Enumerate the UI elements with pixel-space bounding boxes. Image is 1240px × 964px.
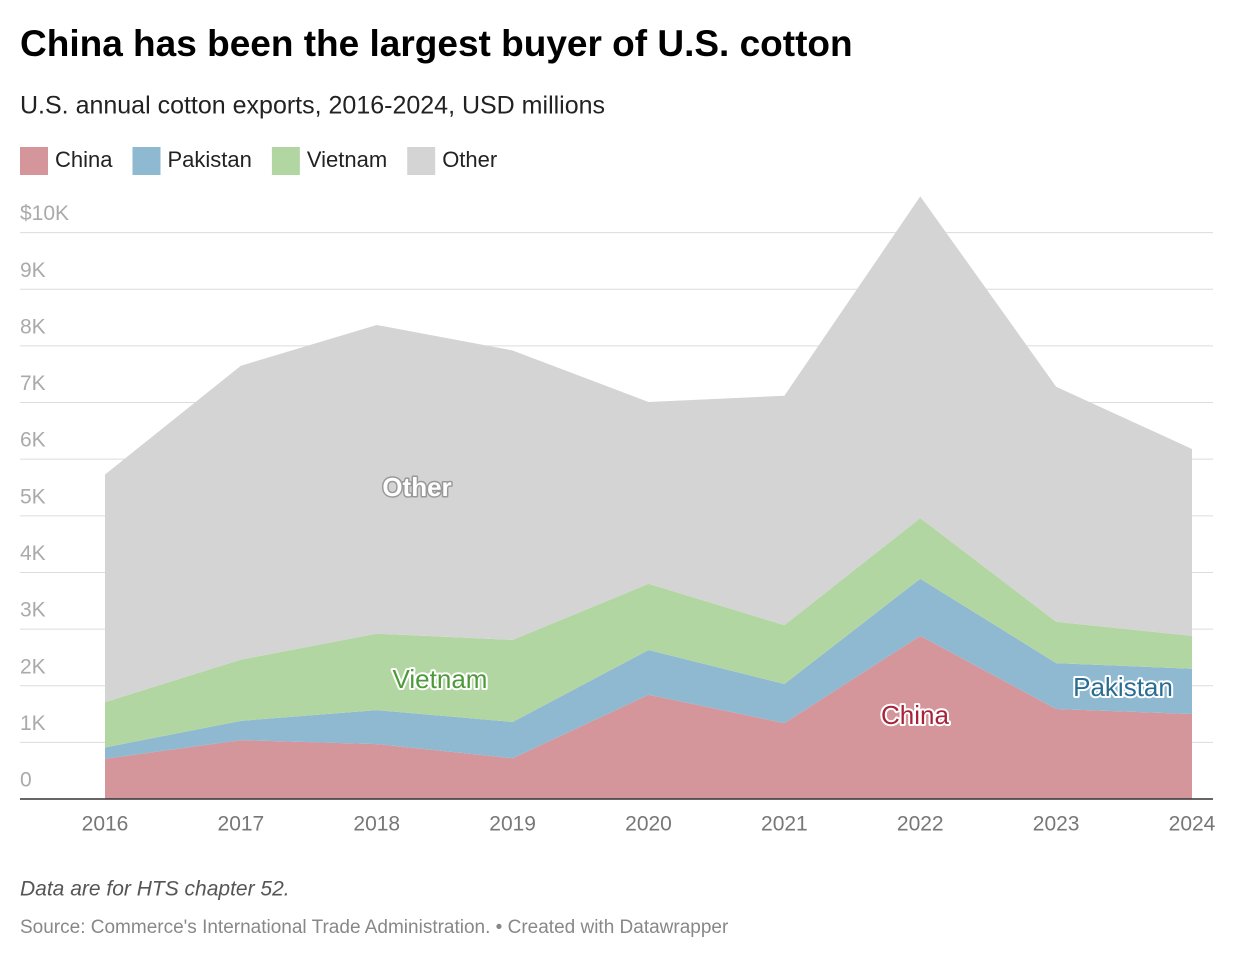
area-label: Other [382,472,451,502]
area [105,635,1192,799]
source: Source: Commerce's International Trade A… [20,917,729,938]
legend-label: Pakistan [167,147,251,172]
y-tick-label: 3K [20,599,46,622]
x-tick-label: 2022 [897,813,944,836]
area [105,518,1192,748]
x-tick-label: 2023 [1033,813,1080,836]
area [105,578,1192,759]
chart-title: China has been the largest buyer of U.S.… [20,23,853,64]
x-tick-label: 2018 [353,813,400,836]
y-tick-label: 6K [20,429,46,452]
x-tick-label: 2017 [218,813,265,836]
y-tick-label: 2K [20,655,46,678]
legend-label: Other [442,147,497,172]
area-label: China [881,700,949,730]
x-tick-label: 2024 [1169,813,1216,836]
y-tick-label: 0 [20,769,32,792]
x-tick-label: 2016 [82,813,129,836]
y-tick-label: 9K [20,259,46,282]
y-tick-label: 4K [20,542,46,565]
legend-swatch [132,147,161,175]
note: Data are for HTS chapter 52. [20,878,290,901]
legend-label: Vietnam [307,147,387,172]
x-tick-label: 2021 [761,813,808,836]
y-tick-label: 7K [20,372,46,395]
legend-swatch [407,147,436,175]
chart-subtitle: U.S. annual cotton exports, 2016-2024, U… [20,92,605,120]
y-tick-label: $10K [20,202,69,225]
y-tick-label: 5K [20,485,46,508]
x-tick-label: 2020 [625,813,672,836]
area-label: Pakistan [1073,672,1173,702]
y-tick-label: 8K [20,315,46,338]
x-tick-label: 2019 [489,813,536,836]
area [105,196,1192,703]
legend-swatch [20,147,48,175]
legend-label: China [55,147,113,172]
legend-swatch [271,147,300,175]
y-tick-label: 1K [20,712,46,735]
area-label: Vietnam [393,664,488,694]
